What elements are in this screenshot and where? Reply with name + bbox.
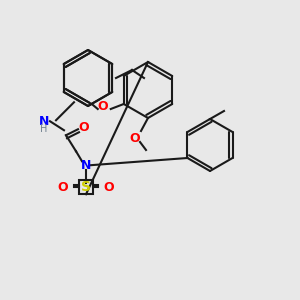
Bar xyxy=(79,180,93,194)
Text: N: N xyxy=(81,159,91,172)
Text: O: O xyxy=(130,131,140,145)
Text: O: O xyxy=(98,100,108,113)
Text: S: S xyxy=(81,180,91,194)
Text: O: O xyxy=(104,181,114,194)
Text: H: H xyxy=(40,124,48,134)
Text: N: N xyxy=(39,115,49,128)
Text: O: O xyxy=(58,181,68,194)
Text: O: O xyxy=(79,121,89,134)
